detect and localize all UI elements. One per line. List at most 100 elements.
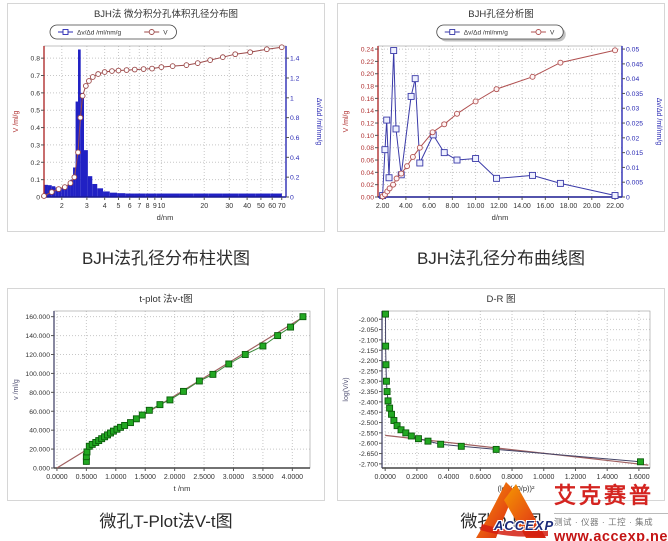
svg-text:BJH法 微分积分孔体积孔径分布图: BJH法 微分积分孔体积孔径分布图 <box>94 8 238 20</box>
svg-text:0.4: 0.4 <box>290 155 300 162</box>
svg-text:0.01: 0.01 <box>626 165 639 172</box>
svg-text:2: 2 <box>60 203 64 210</box>
svg-text:0.7: 0.7 <box>31 73 41 80</box>
accexp-logo-a-icon <box>476 482 548 538</box>
svg-text:2.00: 2.00 <box>376 203 390 210</box>
svg-text:-2.000: -2.000 <box>359 317 378 324</box>
svg-text:1.2: 1.2 <box>290 75 300 82</box>
svg-text:80.000: 80.000 <box>29 390 50 397</box>
svg-text:0.08: 0.08 <box>361 145 374 152</box>
svg-text:20: 20 <box>200 203 208 210</box>
svg-text:D-R 图: D-R 图 <box>486 294 515 305</box>
caption-t-plot-chart: 微孔T-Plot法V-t图 <box>99 512 233 531</box>
svg-text:0.10: 0.10 <box>361 133 374 140</box>
svg-text:Δv/Δd /ml/nm/g: Δv/Δd /ml/nm/g <box>77 30 121 37</box>
svg-text:0.04: 0.04 <box>361 170 374 177</box>
svg-text:1.6000: 1.6000 <box>628 474 650 481</box>
svg-text:V: V <box>163 30 168 37</box>
svg-text:3: 3 <box>85 203 89 210</box>
svg-text:4.0000: 4.0000 <box>282 474 304 481</box>
svg-text:-2.150: -2.150 <box>359 348 378 355</box>
svg-text:4: 4 <box>103 203 107 210</box>
svg-text:V: V <box>550 30 555 37</box>
svg-text:6.00: 6.00 <box>422 203 436 210</box>
svg-text:0.000: 0.000 <box>33 466 50 473</box>
svg-text:0.05: 0.05 <box>626 47 639 54</box>
svg-text:0.4: 0.4 <box>31 125 41 132</box>
svg-text:0.04: 0.04 <box>626 76 639 83</box>
svg-text:12.00: 12.00 <box>490 203 508 210</box>
svg-text:d/nm: d/nm <box>492 213 509 222</box>
svg-text:1.2000: 1.2000 <box>565 474 587 481</box>
svg-text:0.6000: 0.6000 <box>470 474 492 481</box>
svg-text:0.02: 0.02 <box>626 135 639 142</box>
svg-text:0: 0 <box>290 195 294 202</box>
svg-text:0.0000: 0.0000 <box>374 474 396 481</box>
svg-text:1.4: 1.4 <box>290 56 300 63</box>
svg-text:1.5000: 1.5000 <box>135 474 157 481</box>
svg-text:0.18: 0.18 <box>361 84 374 91</box>
svg-text:20.000: 20.000 <box>29 447 50 454</box>
svg-text:-2.350: -2.350 <box>359 389 378 396</box>
svg-text:d/nm: d/nm <box>157 213 174 222</box>
d-r-chart: 0.0000 0.2000 0.4000 0.6000 0.8000 1.0000 1.20… <box>343 294 651 493</box>
svg-text:3.0000: 3.0000 <box>223 474 245 481</box>
svg-text:0.8: 0.8 <box>31 56 41 63</box>
svg-text:0.4000: 0.4000 <box>438 474 460 481</box>
svg-text:0.5000: 0.5000 <box>76 474 98 481</box>
panel-bjh-curve-chart: 2.00 4.00 6.00 8.00 10.00 12.00 14.00 16.00 18.0… <box>337 3 665 232</box>
svg-text:-2.200: -2.200 <box>359 358 378 365</box>
svg-text:0.8: 0.8 <box>290 115 300 122</box>
svg-text:-2.600: -2.600 <box>359 441 378 448</box>
logo-brand-en: ACCEXP <box>494 518 555 533</box>
svg-text:40.000: 40.000 <box>29 428 50 435</box>
svg-text:-2.700: -2.700 <box>359 461 378 468</box>
svg-text:18.00: 18.00 <box>560 203 578 210</box>
svg-text:0: 0 <box>36 195 40 202</box>
svg-text:0.14: 0.14 <box>361 108 374 115</box>
svg-text:0.5: 0.5 <box>31 108 41 115</box>
svg-text:0.00: 0.00 <box>361 195 374 202</box>
svg-text:10: 10 <box>157 203 165 210</box>
svg-text:1.0000: 1.0000 <box>105 474 127 481</box>
logo-brand-cn: 艾克赛普 <box>554 483 655 508</box>
svg-text:-2.050: -2.050 <box>359 327 378 334</box>
svg-text:0.6: 0.6 <box>31 90 41 97</box>
svg-text:0.16: 0.16 <box>361 96 374 103</box>
svg-text:0.0000: 0.0000 <box>46 474 68 481</box>
svg-text:0.22: 0.22 <box>361 59 374 66</box>
svg-text:0.8000: 0.8000 <box>501 474 523 481</box>
svg-text:-2.650: -2.650 <box>359 451 378 458</box>
svg-text:100.000: 100.000 <box>25 371 50 378</box>
panel-bjh-bar-chart: 2 3 4 5 6 7 8 9 10 20 30 40 50 60 70 0 0.1 0.2 0.3 0.4 0.5 0.… <box>7 3 325 232</box>
svg-text:-2.300: -2.300 <box>359 379 378 386</box>
svg-text:1.4000: 1.4000 <box>596 474 618 481</box>
svg-text:BJH孔径分析图: BJH孔径分析图 <box>468 8 533 20</box>
svg-text:5: 5 <box>117 203 121 210</box>
svg-text:V /ml/g: V /ml/g <box>343 111 350 133</box>
svg-text:16.00: 16.00 <box>537 203 555 210</box>
svg-text:60: 60 <box>268 203 276 210</box>
svg-text:0.6: 0.6 <box>290 135 300 142</box>
svg-text:6: 6 <box>128 203 132 210</box>
svg-text:t /nm: t /nm <box>174 484 191 493</box>
svg-text:0.06: 0.06 <box>361 158 374 165</box>
svg-text:60.000: 60.000 <box>29 409 50 416</box>
svg-text:0.035: 0.035 <box>626 91 643 98</box>
accexp-logo: ACCEXP 艾克赛普 测试 · 仪器 · 工控 · 集成 www.accexp… <box>470 476 668 541</box>
svg-text:0.015: 0.015 <box>626 150 643 157</box>
svg-text:2.0000: 2.0000 <box>164 474 186 481</box>
caption-bjh-curve-chart: BJH法孔径分布曲线图 <box>416 249 586 268</box>
logo-url: www.accexp.net <box>554 529 668 541</box>
svg-text:9: 9 <box>153 203 157 210</box>
svg-text:Δv/Δd /ml/nm/g: Δv/Δd /ml/nm/g <box>315 98 322 146</box>
svg-text:40: 40 <box>243 203 251 210</box>
svg-text:0.3: 0.3 <box>31 142 41 149</box>
svg-text:0.2000: 0.2000 <box>406 474 428 481</box>
svg-text:0.2: 0.2 <box>290 175 300 182</box>
svg-text:0.2: 0.2 <box>31 160 41 167</box>
svg-text:50: 50 <box>257 203 265 210</box>
svg-text:30: 30 <box>225 203 233 210</box>
svg-text:22.00: 22.00 <box>606 203 624 210</box>
